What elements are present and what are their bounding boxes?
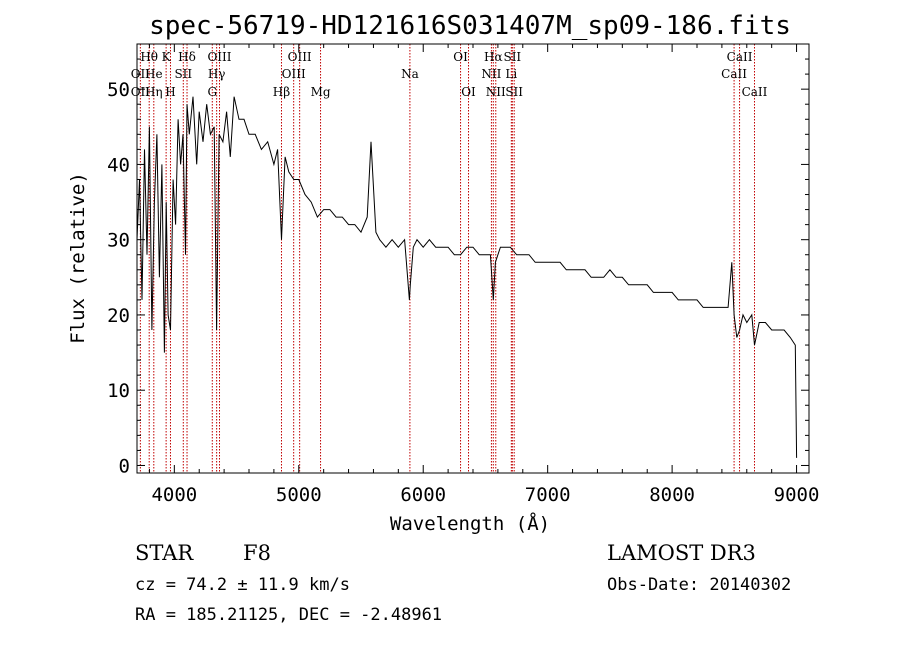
x-tick-label: 9000 (774, 484, 820, 506)
line-marker-label: OIII (282, 67, 306, 81)
redshift-cz: cz = 74.2 ± 11.9 km/s (135, 575, 350, 595)
x-tick-label: 6000 (400, 484, 446, 506)
line-marker-label: Hγ (208, 67, 226, 81)
y-tick-label: 20 (107, 305, 130, 327)
x-tick-label: 4000 (151, 484, 197, 506)
plot-frame (136, 43, 810, 474)
x-axis-ticks: 4000 5000 6000 7000 8000 9000 (148, 44, 820, 506)
x-tick-label: 8000 (649, 484, 695, 506)
line-markers (139, 44, 755, 473)
line-marker-label: NII (481, 67, 501, 81)
y-tick-label: 10 (107, 380, 130, 402)
line-marker-label: Hδ (178, 50, 196, 64)
line-marker-label: Mg (311, 85, 331, 99)
line-marker-label: Na (401, 67, 419, 81)
x-tick-label: 7000 (525, 484, 571, 506)
ra-dec: RA = 185.21125, DEC = -2.48961 (135, 605, 442, 625)
line-marker-label: G (207, 85, 217, 99)
y-axis-label: Flux (relative) (67, 172, 89, 344)
line-marker-label: NII (486, 85, 506, 99)
spectrum-series-line (136, 96, 798, 458)
y-tick-label: 50 (107, 79, 130, 101)
y-axis-ticks: 0 10 20 30 40 50 (107, 58, 809, 477)
line-marker-label: SII (503, 50, 521, 64)
line-marker-label: Hθ (140, 50, 158, 64)
line-marker-label: CaII (742, 85, 768, 99)
line-marker-label: He (145, 67, 163, 81)
x-tick-label: 5000 (276, 484, 322, 506)
line-marker-label: Hβ (273, 85, 290, 99)
object-class: STAR (135, 541, 194, 565)
line-marker-label: H (165, 85, 175, 99)
y-tick-label: 0 (119, 455, 130, 477)
y-tick-label: 30 (107, 230, 130, 252)
x-axis-label: Wavelength (Å) (390, 512, 550, 535)
line-marker-label: Li (505, 67, 517, 81)
line-marker-label: OIII (207, 50, 231, 64)
line-marker-label: CaII (727, 50, 753, 64)
line-marker-label: OIII (288, 50, 312, 64)
chart-title: spec-56719-HD121616S031407M_sp09-186.fit… (149, 11, 791, 41)
line-marker-label: K (162, 50, 172, 64)
line-marker-label: Hα (484, 50, 503, 64)
object-subclass: F8 (243, 541, 271, 565)
line-marker-label: OI (461, 85, 476, 99)
line-marker-label: OI (453, 50, 468, 64)
line-marker-label: OII (131, 85, 151, 99)
line-marker-label: Hη (145, 85, 163, 99)
obs-date: Obs-Date: 20140302 (607, 575, 791, 595)
line-marker-label: CaII (721, 67, 747, 81)
y-tick-label: 40 (107, 154, 130, 176)
line-marker-label: SII (174, 67, 192, 81)
survey-name: LAMOST DR3 (607, 541, 756, 565)
line-marker-label: SII (505, 85, 523, 99)
